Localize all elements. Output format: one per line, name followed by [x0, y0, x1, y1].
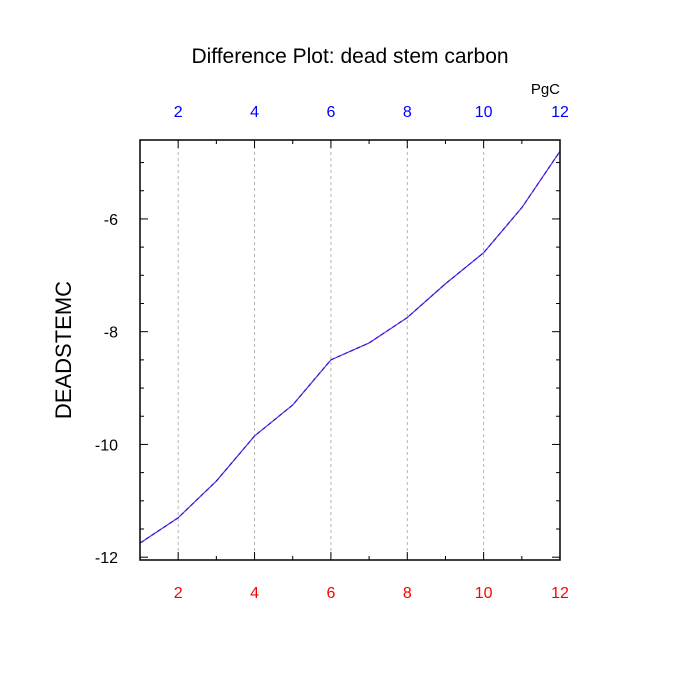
x-bottom-tick-label: 8: [403, 585, 412, 602]
x-top-tick-label: 8: [403, 104, 412, 121]
x-bottom-tick-label: 12: [551, 585, 569, 602]
chart-title: Difference Plot: dead stem carbon: [191, 45, 508, 68]
x-bottom-tick-label: 6: [326, 585, 335, 602]
y-tick-label: -8: [104, 325, 118, 342]
x-top-tick-label: 4: [250, 104, 259, 121]
x-top-tick-label: 10: [475, 104, 493, 121]
y-tick-label: -10: [95, 437, 118, 454]
plot-frame: [139, 139, 561, 561]
x-top-tick-label: 12: [551, 104, 569, 121]
x-bottom-tick-label: 4: [250, 585, 259, 602]
y-tick-label: -12: [95, 550, 118, 567]
x-top-tick-label: 2: [174, 104, 183, 121]
y-tick-label: -6: [104, 212, 118, 229]
x-bottom-tick-label: 10: [475, 585, 493, 602]
x-bottom-tick-label: 2: [174, 585, 183, 602]
series-line-dash-overlay: [139, 150, 561, 544]
y-axis-label: DEADSTEMC: [51, 281, 76, 419]
series-layer: [139, 150, 561, 544]
top-axis-units-label: PgC: [531, 81, 560, 98]
x-top-tick-label: 6: [326, 104, 335, 121]
tick-labels: 2 4 6 8 10 12 2 4 6 8 10 12 -12 -10 -8 -6: [95, 104, 569, 602]
